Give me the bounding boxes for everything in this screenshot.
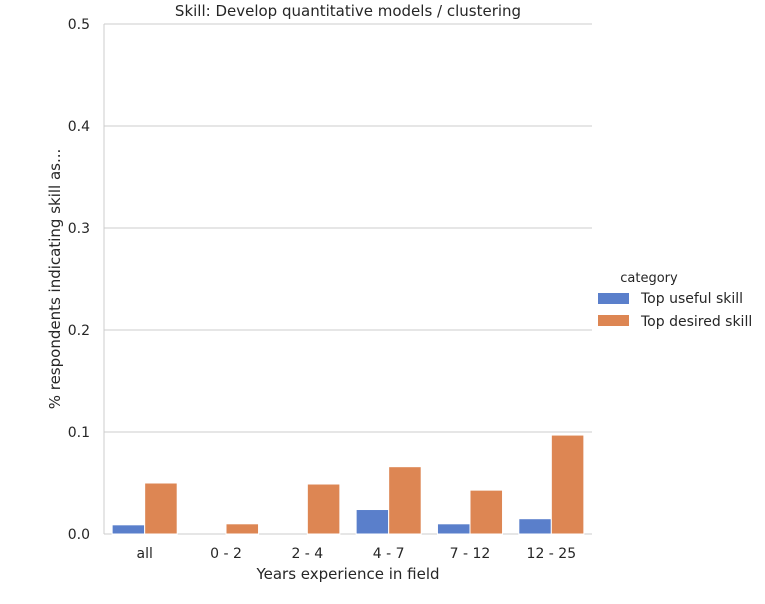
x-tick-label: 2 - 4 — [291, 546, 323, 562]
x-tick-label: all — [136, 546, 152, 562]
bar-top-desired-skill-1 — [225, 523, 260, 535]
legend-swatch-top-useful-skill — [598, 293, 629, 304]
bar-top-desired-skill-2 — [306, 483, 341, 535]
legend-label-top-desired-skill: Top desired skill — [640, 314, 752, 330]
y-axis-label: % respondents indicating skill as... — [46, 149, 64, 410]
x-tick-label: 12 - 25 — [527, 546, 577, 562]
bar-top-useful-skill-3 — [355, 509, 390, 535]
bar-top-useful-skill-4 — [436, 523, 471, 535]
chart-title: Skill: Develop quantitative models / clu… — [175, 2, 521, 20]
x-tick-label: 4 - 7 — [373, 546, 405, 562]
axes — [103, 24, 592, 535]
legend-title: category — [620, 271, 678, 286]
bar-top-useful-skill-5 — [518, 518, 552, 535]
x-axis-label: Years experience in field — [255, 565, 439, 583]
x-tick-label: 7 - 12 — [450, 546, 491, 562]
bars — [111, 434, 585, 535]
y-tick-labels: 0.0 0.1 0.2 0.3 0.4 0.5 — [68, 17, 90, 543]
x-tick-labels: all 0 - 2 2 - 4 4 - 7 7 - 12 12 - 25 — [136, 546, 576, 562]
bar-top-desired-skill-5 — [550, 434, 585, 535]
legend: category Top useful skill Top desired sk… — [598, 271, 752, 330]
y-tick-label: 0.4 — [68, 119, 90, 135]
grid-lines — [104, 23, 592, 433]
x-tick-label: 0 - 2 — [210, 546, 242, 562]
y-tick-label: 0.1 — [68, 425, 90, 441]
y-tick-label: 0.3 — [68, 221, 90, 237]
y-tick-label: 0.2 — [68, 323, 90, 339]
legend-label-top-useful-skill: Top useful skill — [640, 291, 743, 307]
y-tick-label: 0.5 — [68, 17, 90, 33]
y-tick-label: 0.0 — [68, 527, 90, 543]
bar-top-desired-skill-3 — [388, 466, 422, 535]
bar-top-desired-skill-0 — [144, 482, 178, 535]
bar-top-useful-skill-0 — [111, 524, 146, 535]
legend-swatch-top-desired-skill — [598, 315, 629, 326]
bar-top-desired-skill-4 — [469, 489, 504, 535]
